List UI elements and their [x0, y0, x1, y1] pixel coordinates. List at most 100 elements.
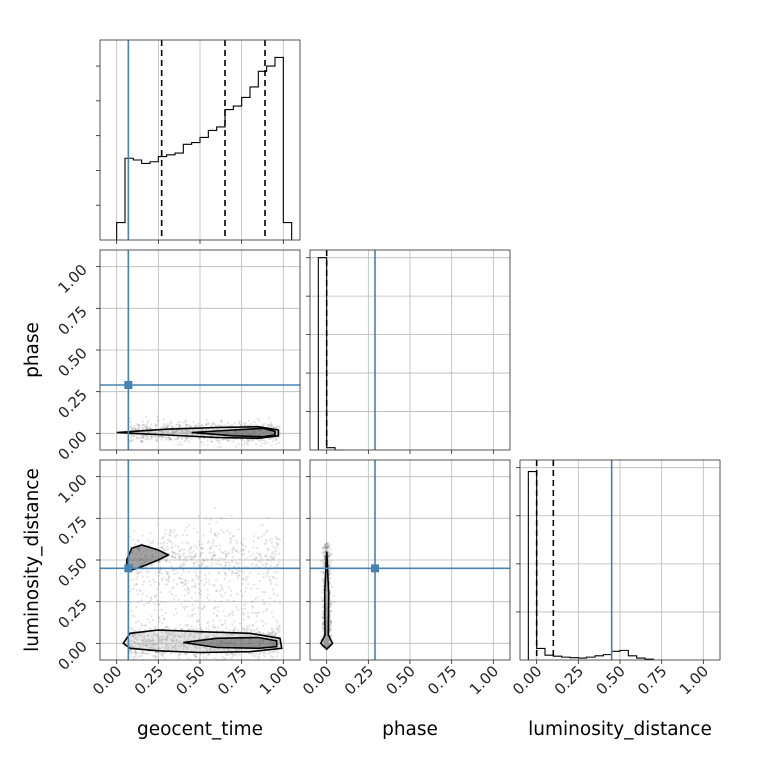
- sample-point: [245, 601, 248, 605]
- sample-point: [167, 431, 170, 434]
- sample-point: [249, 422, 253, 425]
- sample-point: [166, 426, 169, 429]
- sample-point: [268, 576, 271, 579]
- x-tick-label: 0.00: [299, 662, 335, 698]
- sample-point: [320, 615, 323, 618]
- sample-point: [270, 437, 273, 440]
- sample-point: [186, 437, 189, 440]
- sample-point: [241, 594, 244, 598]
- sample-point: [181, 431, 184, 434]
- sample-point: [244, 629, 247, 632]
- sample-point: [144, 640, 147, 644]
- sample-point: [270, 627, 274, 630]
- sample-point: [325, 548, 328, 551]
- sample-point: [146, 421, 149, 424]
- sample-point: [211, 423, 214, 426]
- sample-point: [150, 427, 153, 430]
- sample-point: [196, 606, 199, 610]
- sample-point: [180, 429, 183, 432]
- sample-point: [187, 542, 190, 545]
- sample-point: [133, 584, 136, 587]
- sample-point: [212, 437, 215, 440]
- sample-point: [272, 576, 276, 579]
- sample-point: [232, 534, 235, 538]
- sample-point: [253, 421, 256, 424]
- grid-lines: [310, 460, 510, 660]
- sample-point: [133, 615, 136, 618]
- sample-point: [261, 562, 264, 565]
- sample-point: [249, 554, 253, 557]
- sample-point: [156, 419, 160, 422]
- sample-point: [172, 531, 175, 534]
- sample-point: [220, 420, 223, 423]
- sample-point: [155, 439, 159, 442]
- sample-point: [230, 652, 234, 655]
- sample-point: [206, 588, 209, 591]
- sample-point: [210, 528, 213, 531]
- sample-point: [224, 561, 227, 564]
- sample-point: [235, 549, 238, 553]
- sample-point: [190, 437, 193, 440]
- sample-point: [167, 548, 170, 551]
- sample-point: [187, 590, 190, 594]
- sample-point: [162, 542, 165, 546]
- sample-point: [183, 635, 186, 638]
- sample-point: [177, 546, 180, 549]
- sample-point: [166, 625, 169, 628]
- sample-point: [198, 656, 201, 660]
- sample-point: [136, 436, 139, 439]
- sample-point: [236, 577, 239, 580]
- sample-point: [321, 562, 325, 565]
- sample-point: [154, 625, 157, 628]
- sample-point: [267, 417, 270, 420]
- sample-point: [155, 439, 158, 442]
- sample-point: [148, 621, 151, 624]
- sample-point: [168, 438, 171, 441]
- sample-point: [272, 616, 275, 619]
- sample-point: [150, 635, 153, 638]
- sample-point: [160, 635, 163, 638]
- sample-point: [190, 628, 193, 631]
- sample-point: [164, 637, 167, 641]
- sample-point: [177, 558, 180, 561]
- grid-lines: [310, 250, 510, 450]
- sample-point: [180, 573, 183, 576]
- sample-point: [193, 562, 196, 565]
- y-tick-label: 1.00: [54, 471, 90, 507]
- sample-point: [157, 651, 160, 655]
- sample-point: [158, 620, 161, 623]
- sample-point: [237, 570, 240, 573]
- sample-point: [265, 563, 269, 566]
- sample-point: [145, 423, 148, 426]
- sample-point: [172, 645, 175, 648]
- sample-point: [157, 639, 160, 642]
- sample-point: [265, 609, 268, 612]
- sample-point: [209, 437, 212, 440]
- x-tick-label: 0.25: [551, 662, 587, 698]
- sample-point: [137, 426, 140, 429]
- sample-point: [179, 425, 182, 428]
- sample-point: [161, 635, 164, 639]
- tick-marks: [306, 257, 494, 454]
- sample-point: [259, 560, 262, 563]
- sample-point: [268, 539, 271, 542]
- sample-point: [132, 424, 136, 427]
- sample-point: [223, 577, 226, 581]
- sample-point: [185, 623, 188, 626]
- sample-point: [156, 541, 159, 544]
- grid-lines: [100, 460, 300, 660]
- sample-point: [187, 523, 190, 527]
- sample-point: [151, 542, 154, 545]
- sample-point: [133, 427, 136, 430]
- sample-point: [151, 643, 154, 647]
- sample-point: [155, 423, 159, 426]
- sample-point: [267, 423, 270, 426]
- sample-point: [178, 577, 181, 580]
- sample-point: [140, 652, 143, 655]
- sample-point: [157, 435, 160, 438]
- sample-point: [168, 590, 171, 594]
- sample-point: [134, 642, 137, 645]
- sample-point: [206, 558, 209, 562]
- sample-point: [215, 562, 218, 565]
- sample-point: [180, 443, 183, 446]
